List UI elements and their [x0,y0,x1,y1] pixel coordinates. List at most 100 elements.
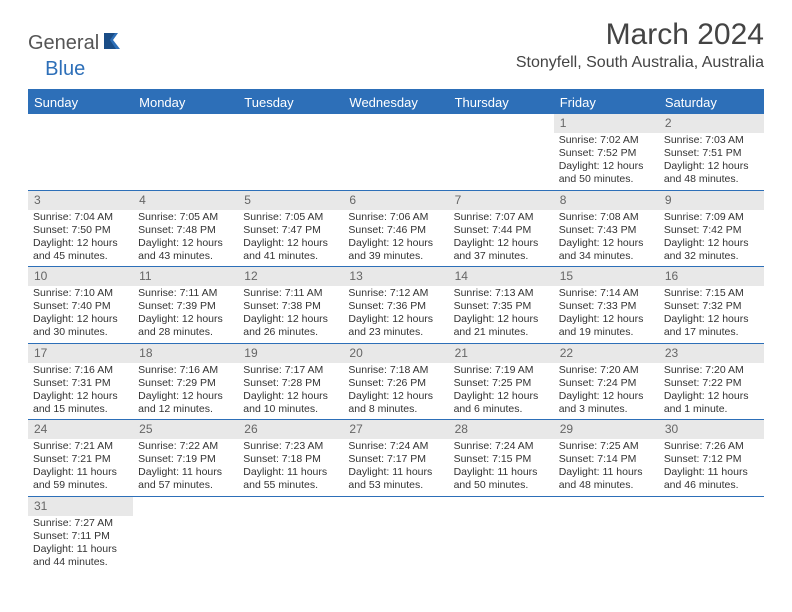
day-number: 14 [449,267,554,286]
detail-line: and 41 minutes. [243,250,338,263]
detail-line: Sunset: 7:25 PM [454,377,549,390]
day-cell: 7Sunrise: 7:07 AMSunset: 7:44 PMDaylight… [449,191,554,267]
detail-line: and 12 minutes. [138,403,233,416]
detail-line: Sunrise: 7:18 AM [348,364,443,377]
detail-line: Daylight: 12 hours [454,313,549,326]
detail-line: and 57 minutes. [138,479,233,492]
detail-line: Sunrise: 7:08 AM [559,211,654,224]
detail-line: Daylight: 12 hours [33,313,128,326]
day-cell: 10Sunrise: 7:10 AMSunset: 7:40 PMDayligh… [28,267,133,343]
day-details: Sunrise: 7:20 AMSunset: 7:24 PMDaylight:… [554,363,659,420]
detail-line: Sunrise: 7:21 AM [33,440,128,453]
detail-line: Daylight: 12 hours [348,390,443,403]
detail-line: Sunrise: 7:27 AM [33,517,128,530]
logo-text-general: General [28,32,99,55]
detail-line: Sunrise: 7:22 AM [138,440,233,453]
detail-line: Daylight: 11 hours [559,466,654,479]
detail-line: Sunrise: 7:19 AM [454,364,549,377]
day-details: Sunrise: 7:26 AMSunset: 7:12 PMDaylight:… [659,439,764,496]
detail-line: and 55 minutes. [243,479,338,492]
detail-line: Daylight: 12 hours [138,390,233,403]
day-details: Sunrise: 7:05 AMSunset: 7:47 PMDaylight:… [238,210,343,267]
day-cell: 21Sunrise: 7:19 AMSunset: 7:25 PMDayligh… [449,344,554,420]
day-number: 1 [554,114,659,133]
day-cell: 11Sunrise: 7:11 AMSunset: 7:39 PMDayligh… [133,267,238,343]
detail-line: Sunrise: 7:20 AM [664,364,759,377]
day-number: 4 [133,191,238,210]
detail-line: Sunrise: 7:14 AM [559,287,654,300]
week-row: 31Sunrise: 7:27 AMSunset: 7:11 PMDayligh… [28,497,764,573]
detail-line: Daylight: 12 hours [664,237,759,250]
detail-line: Sunset: 7:18 PM [243,453,338,466]
detail-line: Sunrise: 7:16 AM [138,364,233,377]
detail-line: Sunset: 7:32 PM [664,300,759,313]
detail-line: Daylight: 12 hours [33,237,128,250]
day-cell: 1Sunrise: 7:02 AMSunset: 7:52 PMDaylight… [554,114,659,190]
day-number: 5 [238,191,343,210]
detail-line: and 43 minutes. [138,250,233,263]
detail-line: Sunrise: 7:24 AM [348,440,443,453]
day-details: Sunrise: 7:20 AMSunset: 7:22 PMDaylight:… [659,363,764,420]
day-number: 2 [659,114,764,133]
flag-icon [103,32,129,55]
detail-line: and 28 minutes. [138,326,233,339]
title-block: March 2024 Stonyfell, South Australia, A… [516,18,764,72]
detail-line: Sunrise: 7:10 AM [33,287,128,300]
day-cell: 5Sunrise: 7:05 AMSunset: 7:47 PMDaylight… [238,191,343,267]
day-cell: 2Sunrise: 7:03 AMSunset: 7:51 PMDaylight… [659,114,764,190]
empty-cell [343,114,448,190]
detail-line: Daylight: 12 hours [243,390,338,403]
detail-line: Sunrise: 7:26 AM [664,440,759,453]
detail-line: Sunrise: 7:23 AM [243,440,338,453]
detail-line: Sunset: 7:12 PM [664,453,759,466]
detail-line: Daylight: 12 hours [664,313,759,326]
day-cell: 26Sunrise: 7:23 AMSunset: 7:18 PMDayligh… [238,420,343,496]
day-cell: 30Sunrise: 7:26 AMSunset: 7:12 PMDayligh… [659,420,764,496]
empty-cell [343,497,448,573]
day-number: 9 [659,191,764,210]
detail-line: Daylight: 11 hours [664,466,759,479]
detail-line: Sunset: 7:40 PM [33,300,128,313]
detail-line: Sunset: 7:44 PM [454,224,549,237]
week-row: 3Sunrise: 7:04 AMSunset: 7:50 PMDaylight… [28,191,764,268]
day-number: 27 [343,420,448,439]
detail-line: and 23 minutes. [348,326,443,339]
detail-line: Sunset: 7:50 PM [33,224,128,237]
day-cell: 31Sunrise: 7:27 AMSunset: 7:11 PMDayligh… [28,497,133,573]
detail-line: Sunset: 7:11 PM [33,530,128,543]
detail-line: Sunrise: 7:16 AM [33,364,128,377]
detail-line: Daylight: 12 hours [138,237,233,250]
day-cell: 18Sunrise: 7:16 AMSunset: 7:29 PMDayligh… [133,344,238,420]
day-number: 25 [133,420,238,439]
day-number: 26 [238,420,343,439]
day-number: 18 [133,344,238,363]
detail-line: and 53 minutes. [348,479,443,492]
day-details: Sunrise: 7:09 AMSunset: 7:42 PMDaylight:… [659,210,764,267]
day-details: Sunrise: 7:12 AMSunset: 7:36 PMDaylight:… [343,286,448,343]
detail-line: Daylight: 12 hours [664,390,759,403]
empty-cell [238,114,343,190]
day-cell: 19Sunrise: 7:17 AMSunset: 7:28 PMDayligh… [238,344,343,420]
day-details: Sunrise: 7:10 AMSunset: 7:40 PMDaylight:… [28,286,133,343]
day-details: Sunrise: 7:21 AMSunset: 7:21 PMDaylight:… [28,439,133,496]
day-details: Sunrise: 7:19 AMSunset: 7:25 PMDaylight:… [449,363,554,420]
detail-line: Sunrise: 7:09 AM [664,211,759,224]
detail-line: and 17 minutes. [664,326,759,339]
detail-line: and 26 minutes. [243,326,338,339]
week-row: 10Sunrise: 7:10 AMSunset: 7:40 PMDayligh… [28,267,764,344]
day-number: 24 [28,420,133,439]
empty-cell [554,497,659,573]
calendar: Sunday Monday Tuesday Wednesday Thursday… [28,89,764,572]
detail-line: and 44 minutes. [33,556,128,569]
detail-line: Daylight: 12 hours [454,390,549,403]
day-details: Sunrise: 7:04 AMSunset: 7:50 PMDaylight:… [28,210,133,267]
detail-line: Sunset: 7:36 PM [348,300,443,313]
detail-line: Sunrise: 7:25 AM [559,440,654,453]
detail-line: Daylight: 12 hours [348,313,443,326]
detail-line: and 48 minutes. [664,173,759,186]
detail-line: and 21 minutes. [454,326,549,339]
day-details: Sunrise: 7:16 AMSunset: 7:29 PMDaylight:… [133,363,238,420]
logo: General [28,32,131,55]
detail-line: Sunrise: 7:02 AM [559,134,654,147]
day-number: 19 [238,344,343,363]
